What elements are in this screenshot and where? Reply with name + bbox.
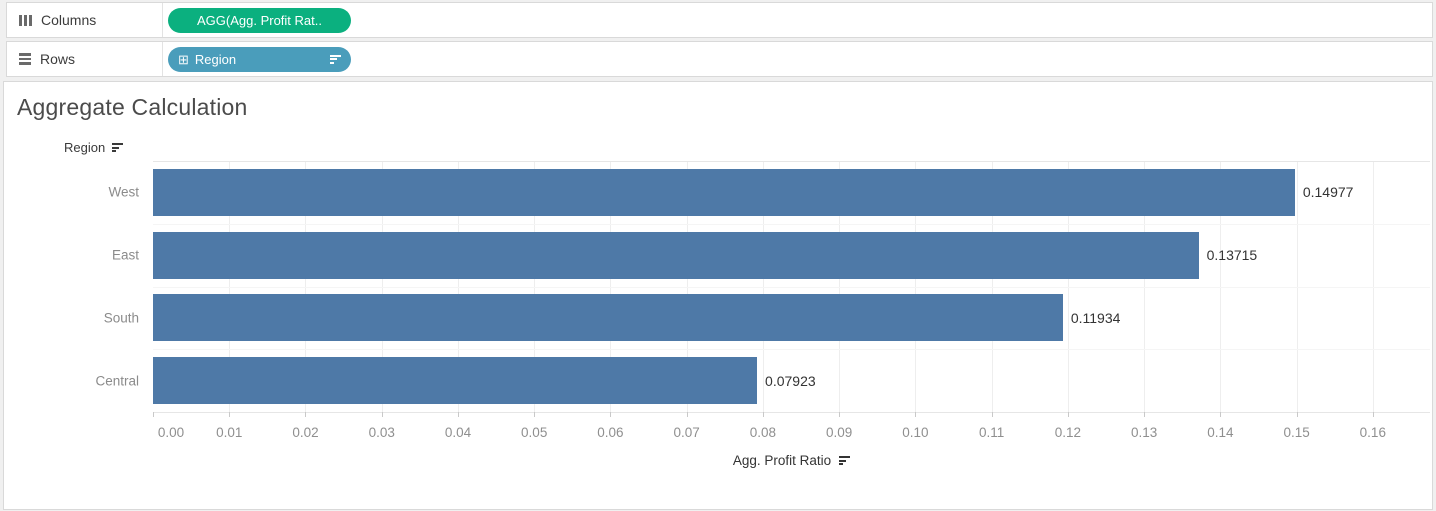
- expand-hierarchy-icon[interactable]: ⊞: [178, 51, 189, 67]
- region-pill[interactable]: ⊞ Region: [168, 46, 351, 72]
- sort-descending-icon[interactable]: [839, 456, 851, 465]
- columns-shelf-label-area: Columns: [7, 3, 163, 37]
- rows-shelf-label: Rows: [40, 51, 76, 67]
- axis-tick-label: 0.12: [1054, 425, 1081, 440]
- axis-tick-label: 0.07: [673, 425, 700, 440]
- x-axis-title-label: Agg. Profit Ratio: [732, 453, 832, 468]
- bar-value-label: 0.11934: [1070, 309, 1121, 326]
- axis-tick-label: 0.15: [1283, 425, 1310, 440]
- axis-tick-mark: [839, 412, 841, 417]
- axis-tick-label: 0.02: [292, 425, 319, 440]
- axis-tick-label: 0.01: [216, 425, 243, 440]
- row-label-east[interactable]: East: [111, 247, 139, 263]
- row-header-area: West East South Central: [4, 161, 145, 412]
- axis-tick-mark: [915, 412, 917, 417]
- rows-shelf-label-area: Rows: [7, 42, 163, 76]
- axis-tick-mark: [1372, 412, 1374, 417]
- axis-tick-mark: [1067, 412, 1069, 417]
- axis-tick-mark: [1296, 412, 1298, 417]
- rows-pill-area: ⊞ Region: [163, 46, 351, 72]
- columns-shelf[interactable]: Columns AGG(Agg. Profit Rat..: [6, 2, 1433, 38]
- row-label-central[interactable]: Central: [95, 373, 139, 389]
- sheet-title: Aggregate Calculation: [17, 94, 248, 120]
- region-pill-label: Region: [194, 51, 237, 67]
- axis-tick-mark: [534, 412, 536, 417]
- bar-west[interactable]: [153, 168, 1295, 216]
- worksheet-view: Aggregate Calculation Region West East Sou…: [3, 81, 1433, 510]
- axis-tick-marks: [153, 412, 1430, 417]
- axis-tick-label: 0.05: [521, 425, 548, 440]
- axis-tick-mark: [762, 412, 764, 417]
- pane-divider: [153, 161, 1430, 162]
- sort-descending-icon[interactable]: [112, 143, 124, 152]
- bar-value-label: 0.13715: [1206, 247, 1258, 264]
- axis-tick-mark: [457, 412, 459, 417]
- axis-tick-mark: [381, 412, 383, 417]
- axis-tick-label: 0.11: [978, 425, 1005, 440]
- sort-descending-icon[interactable]: [330, 54, 341, 64]
- rows-shelf[interactable]: Rows ⊞ Region: [6, 41, 1433, 77]
- axis-tick-label: 0.06: [597, 425, 624, 440]
- pane-divider: [153, 412, 1430, 413]
- x-axis-title[interactable]: Agg. Profit Ratio: [153, 453, 1430, 468]
- agg-profit-ratio-pill-label: AGG(Agg. Profit Rat..: [197, 12, 322, 28]
- rows-icon: [19, 53, 31, 65]
- axis-tick-label: 0.16: [1359, 425, 1386, 440]
- agg-profit-ratio-pill[interactable]: AGG(Agg. Profit Rat..: [168, 7, 351, 33]
- axis-tick-mark: [1144, 412, 1146, 417]
- axis-tick-label: 0.03: [368, 425, 395, 440]
- plot-area: 0.14977 0.13715 0.11934 0.07923: [153, 161, 1430, 413]
- axis-tick-mark: [305, 412, 307, 417]
- bar-value-label: 0.14977: [1302, 184, 1354, 201]
- axis-tick-label: 0.09: [826, 425, 853, 440]
- row-label-south[interactable]: South: [103, 310, 139, 326]
- axis-tick-mark: [153, 412, 154, 417]
- bar-value-label: 0.07923: [765, 372, 816, 389]
- axis-tick-label: 0.10: [902, 425, 929, 440]
- axis-tick-mark: [1220, 412, 1222, 417]
- axis-tick-label: 0.08: [749, 425, 777, 440]
- bar-east[interactable]: [153, 231, 1199, 279]
- axis-tick-labels: 0.00 0.01 0.02 0.03 0.04 0.05 0.06 0.07 0.08 0.09…: [153, 425, 1430, 442]
- bar-central[interactable]: [153, 357, 758, 405]
- pane-divider: [153, 349, 1430, 351]
- axis-tick-mark: [229, 412, 231, 417]
- bar-south[interactable]: [153, 294, 1063, 342]
- axis-tick-mark: [686, 412, 688, 417]
- region-header-label: Region: [64, 140, 106, 155]
- axis-tick-label: 0.13: [1130, 425, 1158, 440]
- pane-divider: [153, 223, 1430, 225]
- columns-icon: [19, 14, 32, 26]
- axis-tick-label: 0.14: [1207, 425, 1234, 440]
- columns-pill-area: AGG(Agg. Profit Rat..: [163, 7, 351, 33]
- pane-divider: [153, 286, 1430, 288]
- axis-tick-mark: [610, 412, 612, 417]
- columns-shelf-label: Columns: [41, 12, 97, 28]
- row-label-west[interactable]: West: [108, 184, 139, 200]
- axis-tick-mark: [991, 412, 993, 417]
- region-column-header[interactable]: Region: [64, 140, 124, 155]
- axis-tick-label: 0.00: [157, 425, 185, 440]
- axis-tick-label: 0.04: [444, 425, 472, 440]
